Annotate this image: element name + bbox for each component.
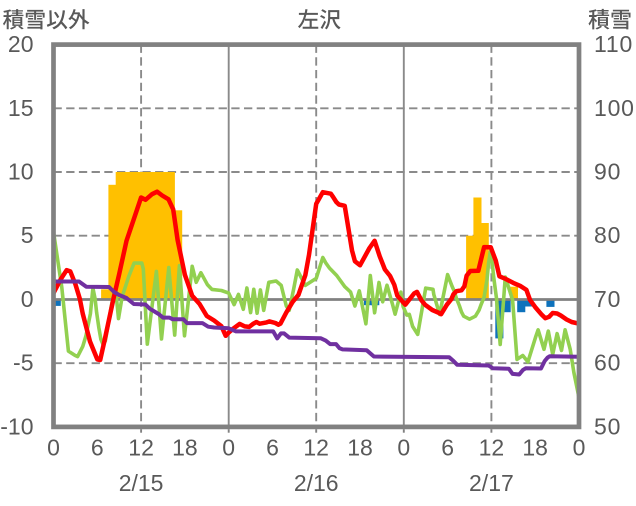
svg-text:18: 18 <box>172 435 198 461</box>
svg-text:12: 12 <box>128 435 154 461</box>
svg-text:0: 0 <box>21 286 34 312</box>
svg-text:18: 18 <box>522 435 548 461</box>
svg-text:20: 20 <box>8 31 34 57</box>
svg-text:5: 5 <box>21 222 34 248</box>
svg-text:100: 100 <box>594 95 635 121</box>
svg-text:80: 80 <box>594 222 621 248</box>
svg-text:6: 6 <box>91 435 104 461</box>
svg-text:0: 0 <box>397 435 410 461</box>
svg-text:90: 90 <box>594 159 621 185</box>
svg-text:50: 50 <box>594 413 621 439</box>
svg-text:15: 15 <box>8 95 34 121</box>
svg-text:0: 0 <box>47 435 60 461</box>
svg-text:2/16: 2/16 <box>294 470 339 496</box>
svg-text:110: 110 <box>594 31 633 57</box>
svg-text:-10: -10 <box>0 413 33 439</box>
svg-text:6: 6 <box>441 435 454 461</box>
svg-text:0: 0 <box>222 435 235 461</box>
svg-text:0: 0 <box>573 435 586 461</box>
svg-text:70: 70 <box>594 286 621 312</box>
svg-text:2/15: 2/15 <box>119 470 164 496</box>
svg-text:2/17: 2/17 <box>469 470 514 496</box>
svg-text:10: 10 <box>8 159 34 185</box>
svg-text:12: 12 <box>303 435 329 461</box>
svg-text:6: 6 <box>266 435 279 461</box>
svg-text:18: 18 <box>347 435 373 461</box>
svg-text:-5: -5 <box>13 350 33 376</box>
svg-text:60: 60 <box>594 350 621 376</box>
svg-text:12: 12 <box>479 435 505 461</box>
